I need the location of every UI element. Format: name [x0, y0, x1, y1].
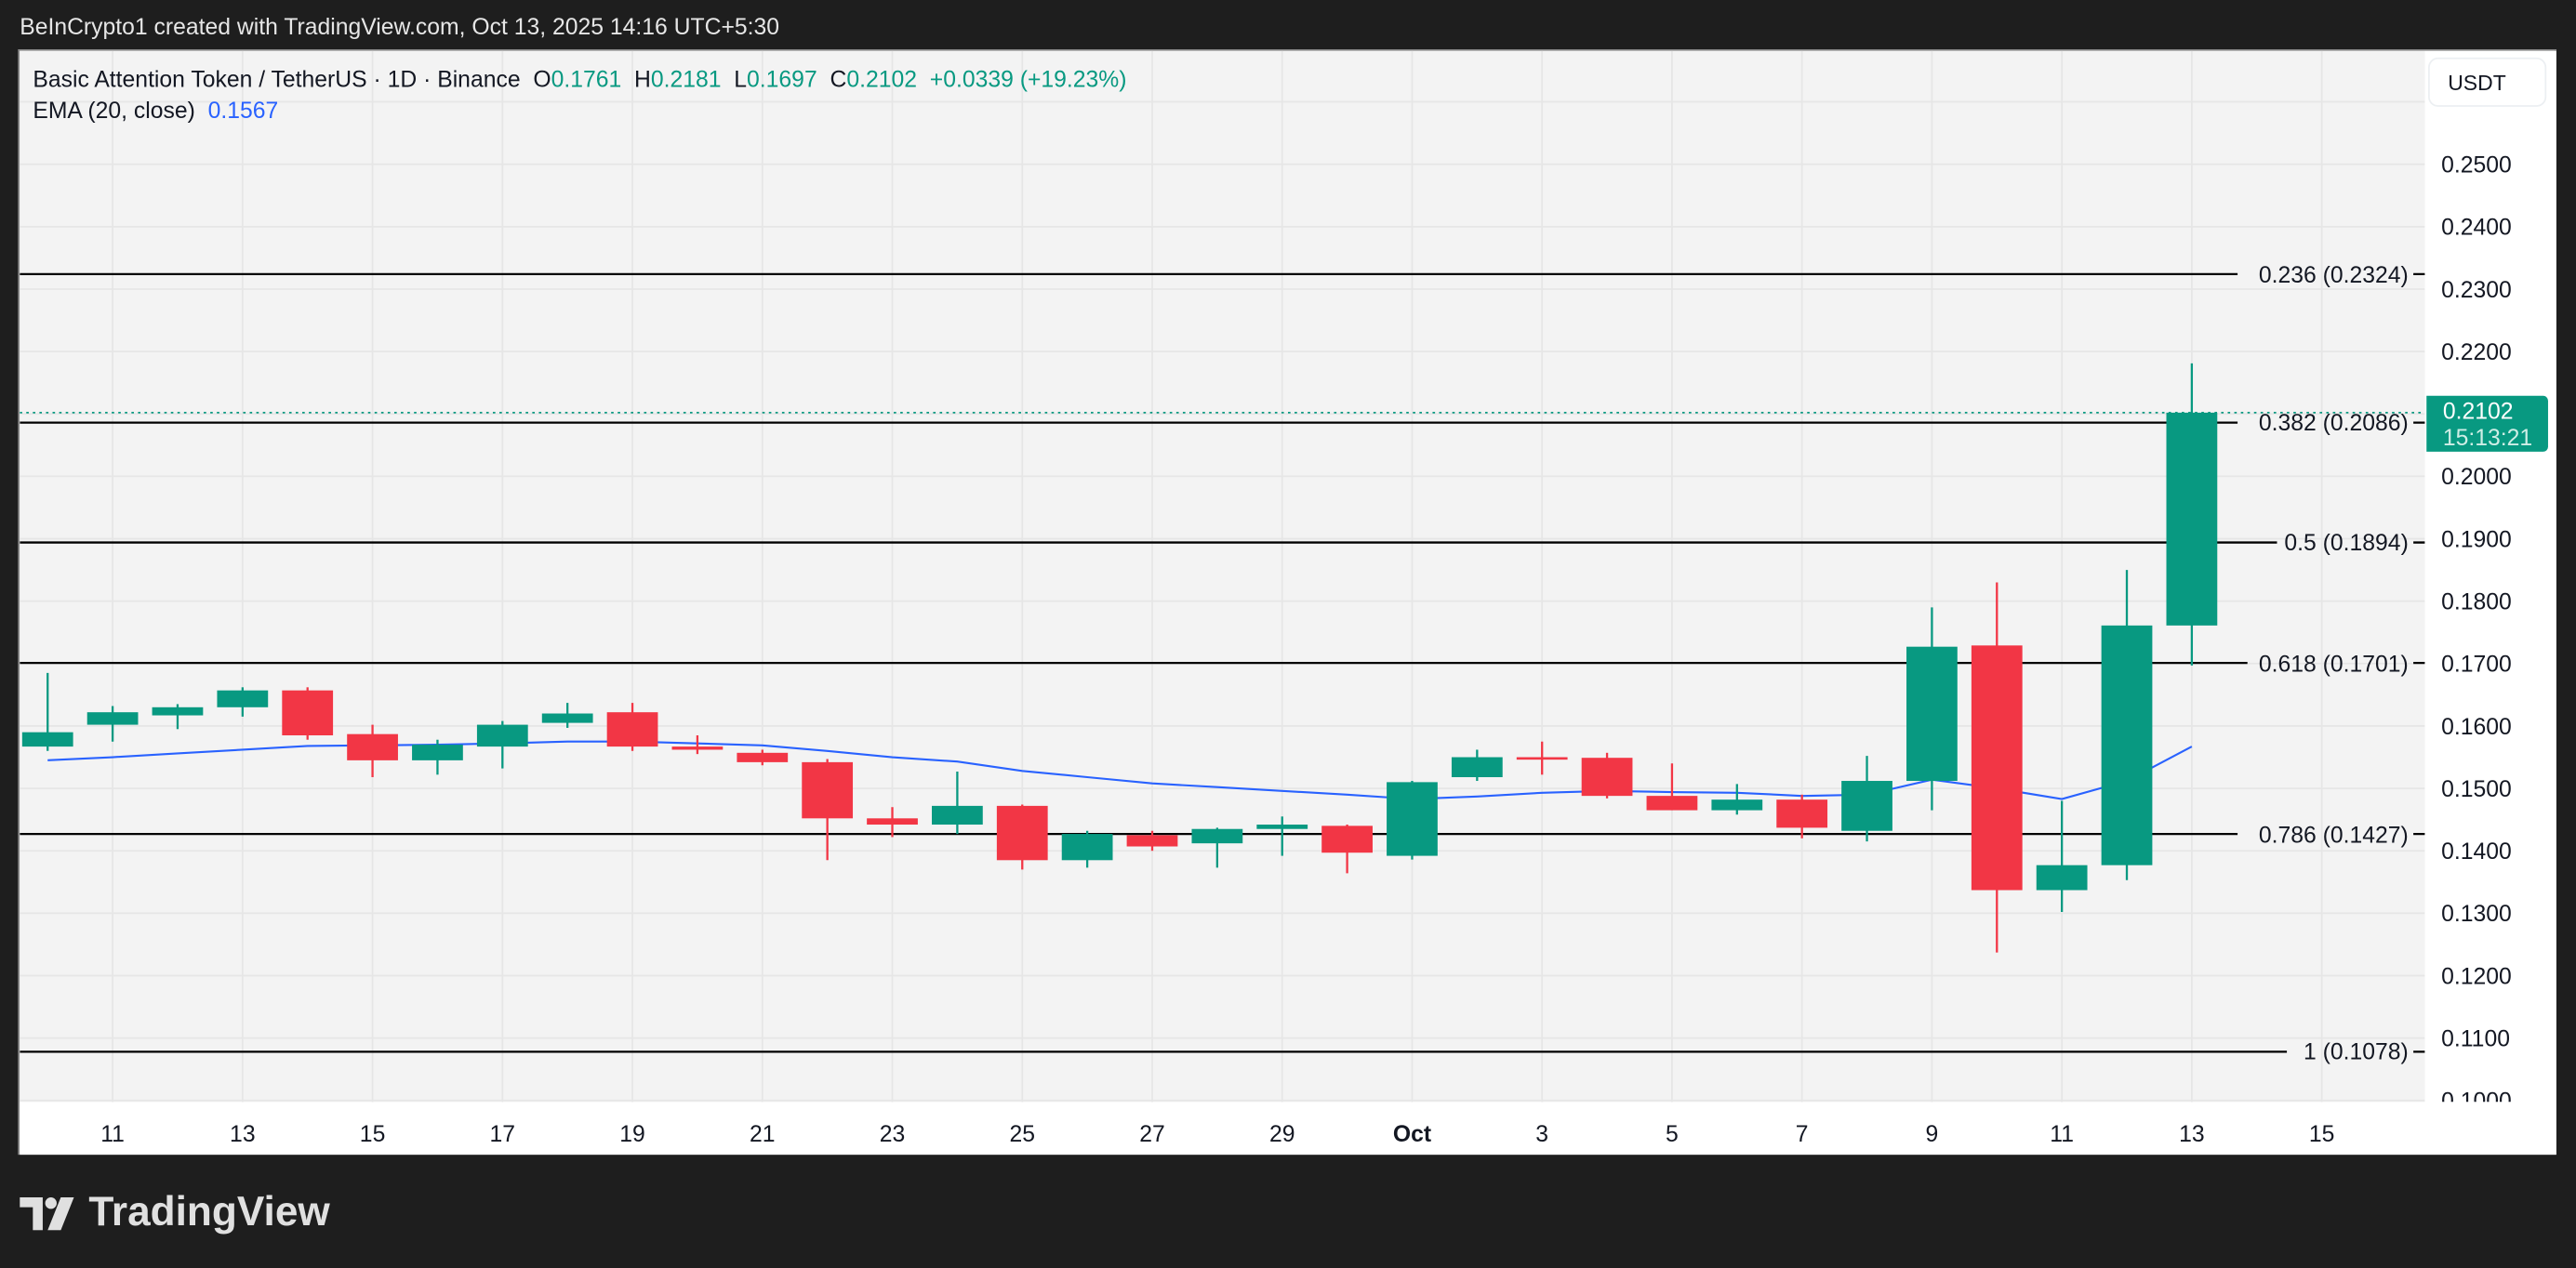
candle-body-up [1906, 646, 1958, 782]
candle-body-down [671, 746, 724, 750]
price-tick-label: 0.1700 [2441, 650, 2512, 677]
close-value: 0.2102 [846, 65, 918, 92]
fib-level-label: 0.786 (0.1427) [2258, 820, 2409, 848]
candlestick-chart [20, 50, 2425, 1103]
time-tick-label: 11 [2050, 1119, 2074, 1147]
candle-body-down [1126, 835, 1178, 847]
candle-body-down [1646, 796, 1698, 811]
price-tick-label: 0.1900 [2441, 525, 2512, 552]
fib-level-label: 0.236 (0.2324) [2258, 260, 2409, 287]
ema-line [47, 740, 2193, 800]
candle-body-up [21, 732, 73, 747]
symbol-legend: Basic Attention Token / TetherUS · 1D · … [33, 65, 1127, 92]
price-tick-label: 0.1800 [2441, 588, 2512, 614]
candle-body-up [476, 724, 528, 747]
fib-level-label: 0.618 (0.1701) [2258, 649, 2409, 677]
time-tick-label: 7 [1795, 1119, 1809, 1147]
bar-countdown: 15:13:21 [2442, 423, 2533, 451]
symbol-title[interactable]: Basic Attention Token / TetherUS · 1D · … [33, 65, 521, 92]
candle-body-down [1321, 826, 1373, 853]
candle-body-up [1061, 834, 1113, 861]
candle-body-up [1256, 825, 1308, 829]
time-tick-label: 23 [879, 1119, 906, 1147]
candle-body-down [867, 818, 918, 826]
candle-body-down [282, 690, 334, 736]
time-tick-label: 17 [489, 1119, 516, 1147]
time-tick-label: 13 [2179, 1119, 2205, 1147]
price-axis[interactable] [2424, 50, 2556, 1156]
tradingview-logo[interactable]: TradingView [20, 1189, 330, 1236]
chart-plot-area[interactable]: Basic Attention Token / TetherUS · 1D · … [20, 50, 2425, 1103]
candle-body-up [1451, 757, 1503, 777]
candle-body-down [737, 752, 789, 762]
price-tick-label: 0.2200 [2441, 337, 2512, 365]
price-tick-label: 0.1300 [2441, 900, 2512, 927]
time-tick-label: 3 [1535, 1119, 1549, 1147]
price-tick-label: 0.2300 [2441, 275, 2512, 303]
fib-level-label: 0.5 (0.1894) [2284, 529, 2409, 556]
candle-body-down [606, 712, 658, 747]
candle-body-up [541, 713, 593, 723]
price-tick-label: 0.1600 [2441, 712, 2512, 740]
price-tick-label: 0.2000 [2441, 463, 2512, 490]
price-tick-label: 0.1100 [2441, 1024, 2510, 1051]
time-axis[interactable] [20, 1102, 2425, 1156]
time-tick-label: 29 [1268, 1119, 1295, 1147]
candle-body-up [152, 707, 204, 716]
time-tick-label: 11 [100, 1119, 125, 1147]
candle-body-up [1711, 799, 1763, 811]
time-tick-label: Oct [1392, 1119, 1432, 1147]
candle-body-up [412, 745, 463, 760]
currency-unit-button[interactable]: USDT [2428, 57, 2547, 107]
last-price-badge: 0.2102 15:13:21 [2426, 395, 2548, 452]
price-tick-label: 0.2400 [2441, 213, 2512, 240]
high-value: 0.2181 [650, 65, 722, 92]
candle-body-up [2101, 625, 2153, 865]
candle-body-up [1387, 782, 1438, 856]
candle-body-down [1581, 758, 1633, 797]
time-tick-label: 15 [2308, 1119, 2335, 1147]
low-value: 0.1697 [747, 65, 817, 92]
fib-level-label: 0.382 (0.2086) [2258, 409, 2409, 436]
ema-legend[interactable]: EMA (20, close) 0.1567 [33, 97, 278, 123]
price-tick-label: 0.1500 [2441, 774, 2512, 802]
time-tick-label: 27 [1139, 1119, 1165, 1147]
candle-body-up [1841, 781, 1892, 831]
time-tick-label: 5 [1666, 1119, 1679, 1147]
last-price: 0.2102 [2442, 397, 2514, 424]
time-tick-label: 13 [230, 1119, 256, 1147]
candle-body-down [802, 761, 854, 819]
candle-body-up [932, 805, 983, 826]
price-tick-label: 0.1000 [2441, 1087, 2512, 1114]
ema-label: EMA (20, close) [33, 97, 195, 124]
time-tick-label: 25 [1009, 1119, 1036, 1147]
chart-credit: BeInCrypto1 created with TradingView.com… [20, 13, 780, 40]
candle-body-down [1516, 757, 1568, 760]
open-value: 0.1761 [551, 65, 622, 92]
candle-body-down [1971, 645, 2023, 891]
time-tick-label: 21 [750, 1119, 776, 1147]
time-tick-label: 19 [619, 1119, 645, 1147]
candle-body-up [2036, 865, 2088, 891]
price-tick-label: 0.2500 [2441, 151, 2512, 178]
candle-body-up [217, 690, 269, 707]
time-tick-label: 9 [1925, 1119, 1939, 1147]
candle-body-down [347, 733, 398, 760]
candle-body-up [2166, 412, 2218, 626]
candle-body-down [1776, 799, 1828, 828]
candle-body-up [86, 712, 139, 725]
fib-level-label: 1 (0.1078) [2304, 1038, 2409, 1065]
price-tick-label: 0.1200 [2441, 962, 2512, 989]
candle-body-down [996, 805, 1048, 861]
tradingview-brand: TradingView [88, 1189, 330, 1235]
time-tick-label: 15 [359, 1119, 386, 1147]
candle-body-up [1191, 828, 1243, 844]
tradingview-logo-icon [20, 1196, 74, 1230]
price-tick-label: 0.1400 [2441, 838, 2512, 865]
chart-frame: Basic Attention Token / TetherUS · 1D · … [18, 49, 2556, 1156]
ema-value: 0.1567 [207, 97, 279, 124]
change-value: +0.0339 (+19.23%) [929, 65, 1127, 92]
